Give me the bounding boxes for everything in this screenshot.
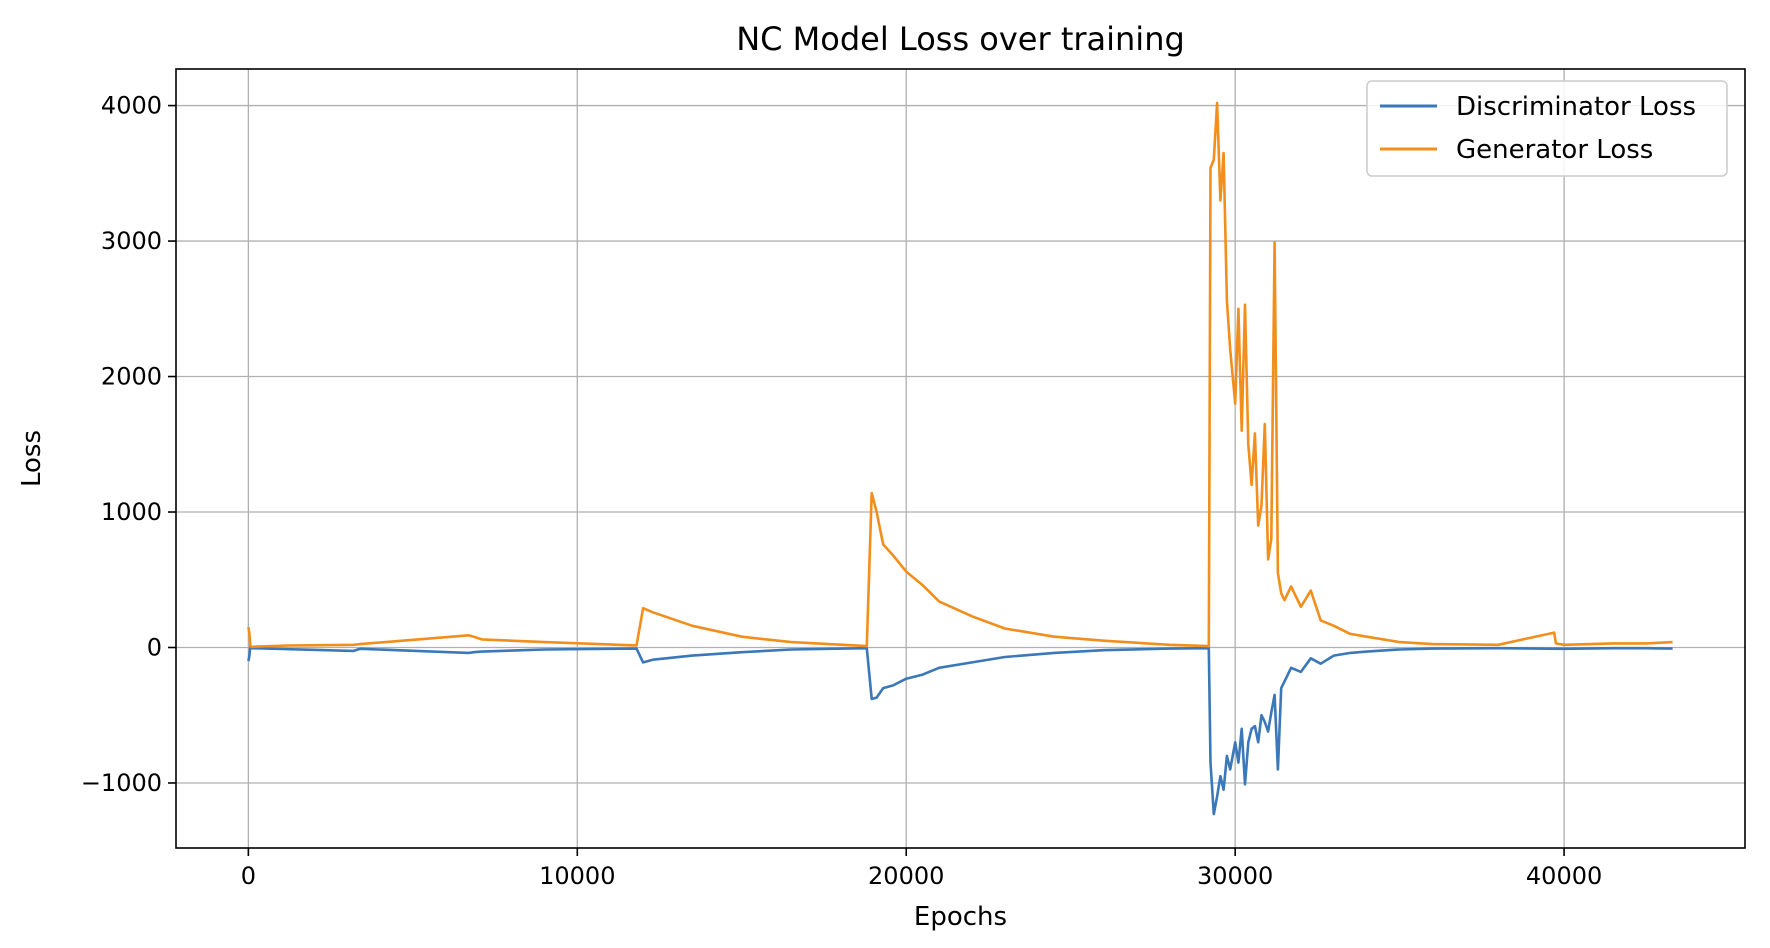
x-tick-label: 20000 [868,862,944,890]
x-tick-label: 10000 [539,862,615,890]
y-axis-label: Loss [17,430,47,487]
y-tick-label: 2000 [101,363,162,391]
y-tick-label: 0 [147,633,162,661]
axis-ticks: 0 10000 20000 30000 40000 −1000 0 1000 2000 3000 4… [81,92,1602,890]
y-tick-label: 4000 [101,92,162,120]
x-tick-label: 0 [241,862,256,890]
legend: Discriminator Loss Generator Loss [1366,80,1728,177]
x-tick-label: 30000 [1197,862,1273,890]
chart-title: NC Model Loss over training [736,20,1185,58]
y-tick-label: 3000 [101,227,162,255]
plot-frame [175,68,1746,849]
y-tick-label: −1000 [81,769,162,797]
series-lines [247,101,1673,816]
generator-loss-line [247,101,1673,649]
x-tick-label: 40000 [1526,862,1602,890]
legend-box [1366,80,1728,177]
legend-label-discriminator: Discriminator Loss [1456,92,1696,122]
discriminator-loss-line [247,644,1673,816]
x-axis-label: Epochs [914,902,1007,932]
y-tick-label: 1000 [101,498,162,526]
legend-label-generator: Generator Loss [1456,135,1653,165]
